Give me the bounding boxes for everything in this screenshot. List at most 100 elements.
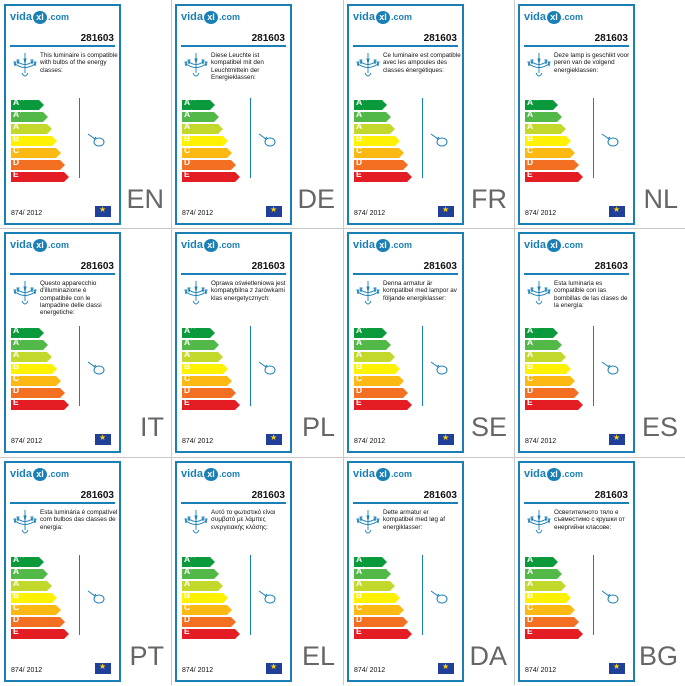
energy-label-card: vida xl .com 281603 Dette armatur er kompa…	[347, 461, 464, 682]
brand-logo-mark: xl	[547, 11, 562, 24]
energy-class-bar: A+	[354, 337, 414, 350]
energy-class-arrow	[182, 352, 223, 362]
energy-class-bar: E	[525, 397, 585, 410]
energy-label-panel: vida xl .com 281603 Oprawa oświetleniowa j…	[172, 229, 343, 457]
compatibility-bracket	[588, 326, 594, 406]
light-bulb-icon	[87, 133, 105, 147]
regulation-number: 874/ 2012	[182, 438, 214, 445]
energy-class-label: A	[356, 578, 363, 588]
energy-class-label: A	[527, 349, 534, 359]
energy-class-bar: E	[11, 626, 71, 639]
energy-class-label: E	[356, 397, 362, 407]
energy-label-panel: vida xl .com 281603 Αυτό το φωτιστικό είνα…	[172, 458, 343, 686]
energy-class-arrow	[354, 629, 412, 639]
energy-class-bar: A	[182, 578, 242, 591]
energy-class-bar: B	[11, 133, 71, 146]
compatibility-bracket	[417, 98, 423, 178]
brand-logo-prefix: vida	[353, 468, 376, 480]
compatibility-text: This luminaire is compatible with bulbs …	[40, 52, 118, 74]
eu-flag-icon	[95, 205, 111, 217]
energy-class-bar: E	[354, 626, 414, 639]
energy-class-label: A+	[356, 566, 366, 576]
brand-logo: vida xl .com	[10, 239, 69, 253]
energy-class-bar: A++	[354, 97, 414, 110]
energy-class-label: E	[356, 626, 362, 636]
energy-class-bar: B	[182, 361, 242, 374]
energy-class-scale: A++ A+ A B C D E	[11, 325, 71, 410]
energy-class-arrow	[182, 557, 215, 567]
energy-class-arrow	[182, 593, 228, 603]
energy-label-card: vida xl .com 281603 Diese Leuchte ist komp…	[175, 4, 292, 225]
energy-class-arrow	[525, 557, 558, 567]
energy-class-arrow	[11, 569, 48, 579]
energy-class-bar: A	[525, 121, 585, 134]
energy-class-bar: A	[182, 349, 242, 362]
energy-class-label: E	[527, 626, 533, 636]
compatibility-text: Esta luminária é compatível com bulbos d…	[40, 509, 118, 531]
energy-class-bar: A	[11, 349, 71, 362]
energy-class-arrow	[354, 376, 404, 386]
energy-class-bar: A+	[182, 566, 242, 579]
energy-class-arrow	[525, 148, 575, 158]
grid-divider-vertical	[343, 0, 344, 685]
energy-class-scale: A++ A+ A B C D E	[354, 554, 414, 639]
energy-class-bar: D	[525, 385, 585, 398]
energy-label-card: vida xl .com 281603 Denna armatur är kompa…	[347, 232, 464, 453]
eu-flag-icon	[609, 433, 625, 445]
energy-class-label: B	[527, 361, 534, 371]
energy-class-bar: A	[11, 121, 71, 134]
energy-class-bar: E	[354, 169, 414, 182]
energy-label-card: vida xl .com 281603 Αυτό το φωτιστικό είνα…	[175, 461, 292, 682]
header-divider	[181, 273, 286, 275]
energy-class-bar: A+	[182, 337, 242, 350]
energy-class-bar: B	[11, 361, 71, 374]
light-bulb-icon	[601, 133, 619, 147]
compatibility-bracket	[74, 326, 80, 406]
brand-logo-domain: .com	[562, 240, 584, 250]
energy-class-scale: A++ A+ A B C D E	[525, 554, 585, 639]
language-code: EN	[126, 184, 164, 214]
regulation-number: 874/ 2012	[354, 438, 386, 445]
energy-class-bar: A+	[525, 566, 585, 579]
header-divider	[181, 45, 286, 47]
brand-logo-domain: .com	[391, 240, 413, 250]
brand-logo-domain: .com	[391, 469, 413, 479]
energy-class-label: A	[13, 578, 20, 588]
energy-class-label: E	[13, 626, 19, 636]
header-divider	[524, 45, 629, 47]
product-code: 281603	[594, 33, 628, 44]
light-bulb-icon	[87, 361, 105, 375]
energy-class-label: C	[527, 602, 534, 612]
energy-class-bar: A++	[11, 325, 71, 338]
compatibility-text: Diese Leuchte ist kompatibel mit den Leu…	[211, 52, 264, 81]
energy-class-label: B	[13, 590, 20, 600]
light-bulb-icon	[258, 361, 276, 375]
compatibility-bracket	[74, 98, 80, 178]
energy-class-bar: C	[11, 145, 71, 158]
chandelier-icon	[356, 53, 380, 77]
energy-class-bar: C	[11, 602, 71, 615]
energy-class-label: C	[13, 373, 20, 383]
header-divider	[353, 502, 458, 504]
energy-class-arrow	[525, 388, 579, 398]
energy-class-bar: B	[525, 133, 585, 146]
energy-class-label: A	[13, 349, 20, 359]
regulation-number: 874/ 2012	[354, 667, 386, 674]
brand-logo-mark: xl	[33, 468, 48, 481]
energy-class-label: A	[527, 121, 534, 131]
brand-logo: vida xl .com	[10, 468, 69, 482]
eu-flag-icon	[609, 205, 625, 217]
chandelier-icon	[527, 53, 551, 77]
compatibility-text: Dette armatur er kompatibel med løg af e…	[383, 509, 445, 531]
energy-class-bar: A++	[525, 554, 585, 567]
language-code: EL	[301, 641, 335, 671]
energy-class-label: A++	[184, 97, 196, 107]
light-bulb-icon	[430, 361, 448, 375]
chandelier-icon	[13, 53, 37, 77]
grid-divider-horizontal	[0, 228, 685, 229]
energy-class-label: E	[13, 169, 19, 179]
brand-logo-domain: .com	[562, 469, 584, 479]
brand-logo-prefix: vida	[181, 468, 204, 480]
product-code: 281603	[80, 33, 114, 44]
energy-class-arrow	[182, 136, 228, 146]
